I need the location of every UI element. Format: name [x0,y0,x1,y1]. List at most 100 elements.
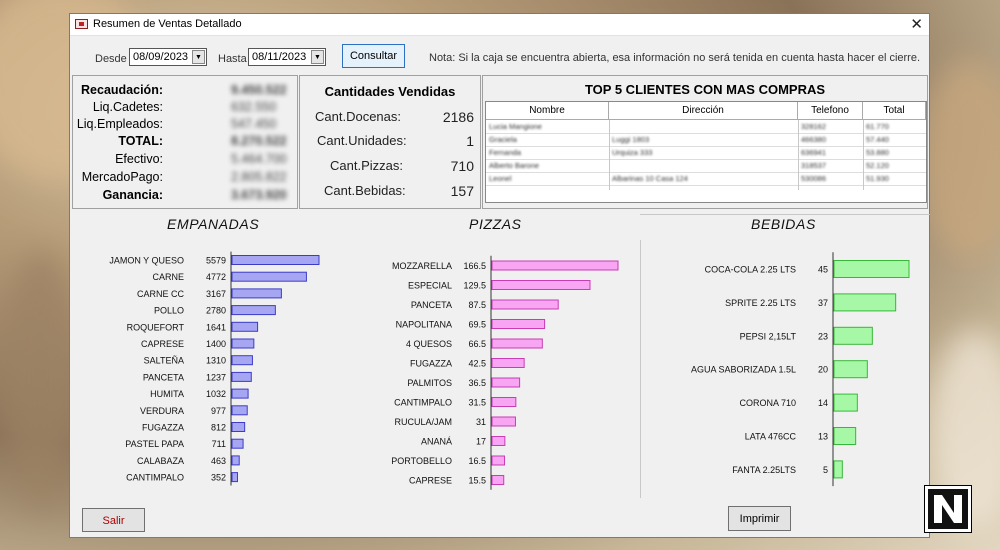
table-cell: 328162 [801,122,827,131]
value-label: 37 [818,298,828,308]
category-label: PORTOBELLO [391,456,452,466]
empanadas-title: EMPANADAS [167,216,260,232]
consultar-button[interactable]: Consultar [342,44,405,68]
column-divider [609,120,610,190]
bebidas-title: BEBIDAS [751,216,816,232]
bar [833,293,897,312]
bar [491,475,505,485]
table-row[interactable]: Alberto Barone 318537 52.120 [486,160,926,173]
bar [491,397,517,407]
bar [491,299,559,310]
bar [231,271,307,282]
table-row[interactable]: Graciela Luggi 1803 466380 57.440 [486,134,926,147]
summary-row: Ganancia: 3.673.920 [73,188,293,205]
window-title: Resumen de Ventas Detallado [93,18,242,30]
category-label: CARNE CC [137,289,185,299]
category-label: NAPOLITANA [396,320,452,330]
column-header[interactable]: Dirección [609,102,798,120]
category-label: HUMITA [150,389,184,399]
bar [491,377,521,388]
quantities-panel: Cantidades Vendidas Cant.Docenas: 2186 Can… [299,75,481,209]
bar [833,460,843,479]
category-label: CAPRESE [141,339,184,349]
bar [833,427,857,445]
value-label: 5579 [206,256,226,266]
filter-bar: Desde 08/09/2023 ▼ Hasta 08/11/2023 ▼ Co… [70,36,929,76]
table-cell: 466380 [801,135,827,144]
top-clients-table: Nombre Dirección Telefono Total Lucia Mangio… [485,101,927,203]
value-label: 1032 [206,389,226,399]
bar [491,280,591,290]
value-label: 45 [818,265,828,275]
table-row[interactable]: Fernanda Urquiza 333 636941 53.880 [486,147,926,160]
bar [231,321,259,332]
category-label: PANCETA [411,300,452,310]
bar [231,388,249,399]
bar [491,260,619,271]
bar [491,455,505,466]
bar [491,338,543,349]
summary-row: MercadoPago: 2.805.822 [73,170,293,187]
column-header[interactable]: Telefono [798,102,863,120]
table-cell: Fernanda [489,148,522,157]
revenue-summary-panel: Recaudación: 9.450.522 Liq.Cadetes: 632.550… [72,75,298,209]
bar [231,422,246,432]
value-label: 23 [818,331,828,341]
top-clients-title: TOP 5 CLIENTES CON MAS COMPRAS [584,82,826,97]
category-label: PEPSI 2,15LT [740,331,797,341]
table-row[interactable]: Lucia Mangione 328162 61.770 [486,121,926,134]
chevron-down-icon[interactable]: ▼ [192,50,205,64]
value-label: 4772 [206,272,226,282]
chevron-down-icon[interactable]: ▼ [311,50,324,64]
bar [491,416,516,427]
bar [833,393,858,412]
value-label: 87.5 [468,300,486,310]
desde-date-value: 08/09/2023 [133,51,189,63]
hasta-date-value: 08/11/2023 [252,51,307,63]
bar [833,360,868,379]
category-label: PASTEL PAPA [125,439,184,449]
quantity-value: 710 [450,158,474,174]
bar [231,455,240,466]
category-label: LATA 476CC [745,432,797,442]
category-label: PANCETA [143,372,184,382]
column-header[interactable]: Total [863,102,926,120]
category-label: FUGAZZA [410,359,452,369]
value-label: 1400 [206,339,226,349]
bar [231,355,253,366]
sales-summary-window: Resumen de Ventas Detallado ✕ Desde 08/0… [69,13,930,538]
value-label: 14 [818,398,828,408]
value-label: 17 [476,437,486,447]
hasta-date-picker[interactable]: 08/11/2023 ▼ [248,48,326,66]
value-label: 36.5 [468,378,486,388]
bar [231,338,255,349]
column-header[interactable]: Nombre [486,102,609,120]
column-divider [863,120,864,190]
category-label: CAPRESE [409,476,452,486]
table-cell: 51.930 [866,174,889,183]
summary-row: Liq.Cadetes: 632.550 [73,100,293,117]
quantity-value: 2186 [442,109,474,125]
summary-value: 8.270.522 [231,134,287,148]
desde-label: Desde [95,53,127,65]
table-row[interactable]: Leonel Albarinas 10 Casa 124 530086 51.930 [486,173,926,186]
bar [833,260,910,278]
top-clients-panel: TOP 5 CLIENTES CON MAS COMPRAS Nombre Dir… [482,75,928,209]
summary-value: 632.550 [231,100,277,114]
bar [231,405,248,416]
category-label: ANANÁ [421,437,452,447]
table-cell: Alberto Barone [489,161,540,170]
value-label: 1310 [206,356,226,366]
table-cell: Graciela [489,135,517,144]
value-label: 3167 [206,289,226,299]
value-label: 13 [818,432,828,442]
salir-button[interactable]: Salir [82,508,145,532]
summary-row: TOTAL: 8.270.522 [73,134,293,151]
desde-date-picker[interactable]: 08/09/2023 ▼ [129,48,207,66]
category-label: ESPECIAL [408,281,452,291]
bar [491,436,506,446]
category-label: PALMITOS [407,378,452,388]
close-icon[interactable]: ✕ [910,16,923,33]
imprimir-button[interactable]: Imprimir [728,506,791,531]
bar [491,319,546,329]
